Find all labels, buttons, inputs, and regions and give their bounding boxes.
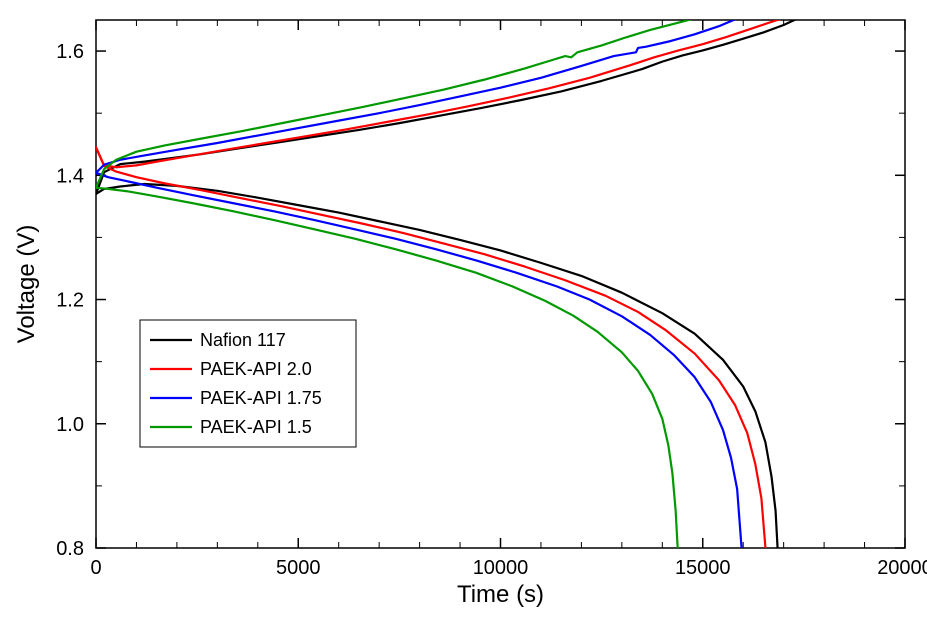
x-tick-label: 5000 bbox=[276, 557, 321, 579]
x-tick-label: 20000 bbox=[877, 557, 927, 579]
y-tick-label: 1.6 bbox=[56, 41, 84, 63]
y-tick-label: 0.8 bbox=[56, 538, 84, 560]
y-axis-label: Voltage (V) bbox=[13, 225, 40, 344]
y-tick-label: 1.2 bbox=[56, 290, 84, 312]
voltage-time-chart: 0 5000 10000 15000 20000 0.8 1.0 1.2 1.4 1.6 Time … bbox=[0, 0, 927, 629]
y-tick-label: 1.0 bbox=[56, 414, 84, 436]
legend-label: PAEK-API 2.0 bbox=[200, 359, 312, 379]
legend-label: PAEK-API 1.5 bbox=[200, 417, 312, 437]
x-tick-label: 15000 bbox=[675, 557, 731, 579]
x-axis-label: Time (s) bbox=[457, 581, 544, 608]
y-tick-label: 1.4 bbox=[56, 165, 84, 187]
x-tick-label: 0 bbox=[90, 557, 101, 579]
chart-svg: 0 5000 10000 15000 20000 0.8 1.0 1.2 1.4 1.6 Time … bbox=[0, 0, 927, 629]
chart-bg bbox=[0, 0, 927, 629]
legend-label: PAEK-API 1.75 bbox=[200, 388, 322, 408]
legend-label: Nafion 117 bbox=[200, 330, 286, 350]
x-tick-label: 10000 bbox=[473, 557, 529, 579]
